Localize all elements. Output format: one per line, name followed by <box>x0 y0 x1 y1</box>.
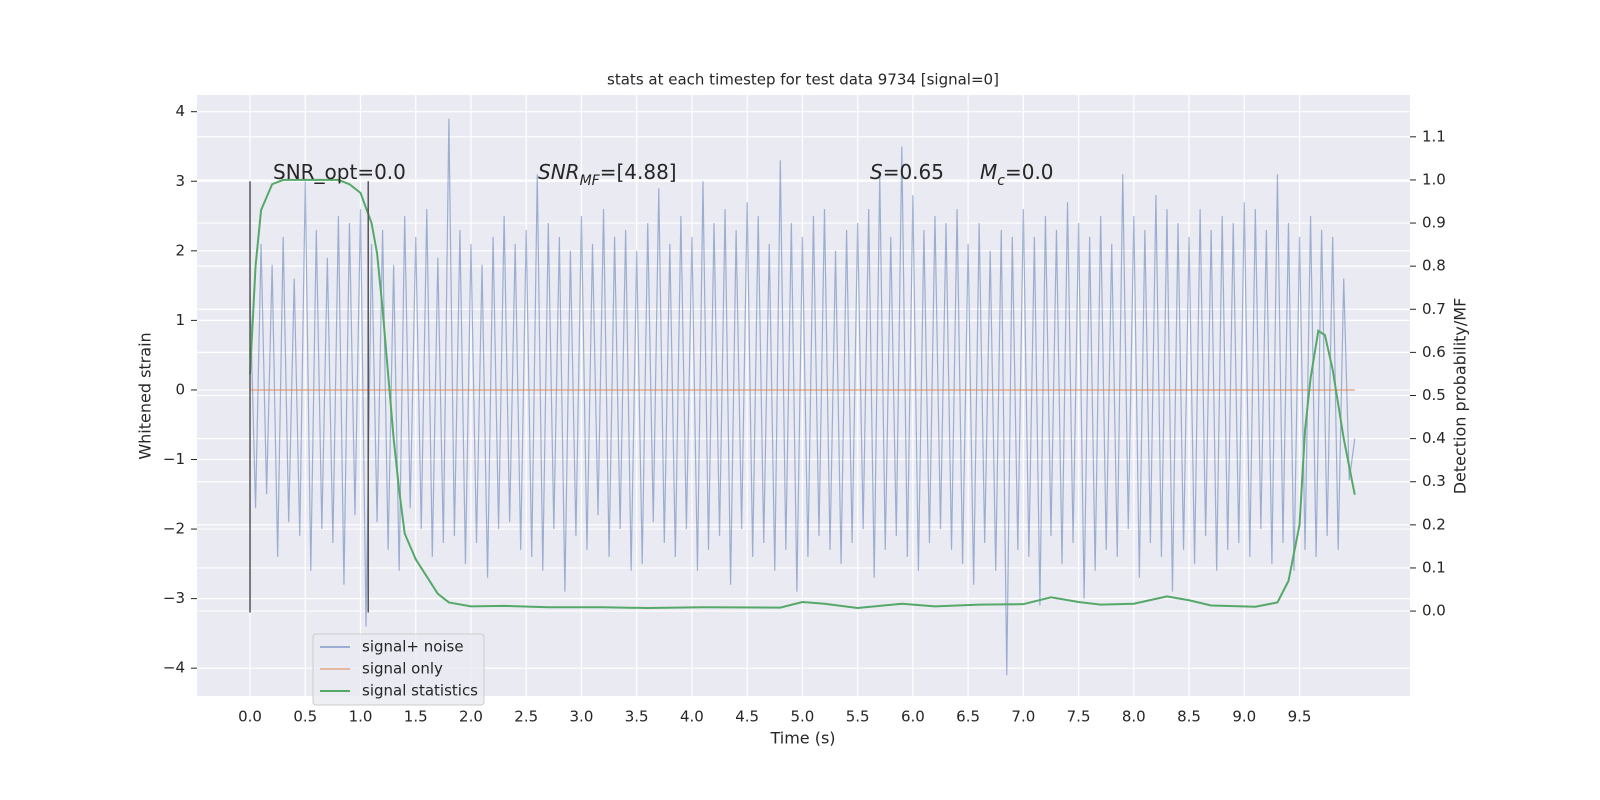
x-tick-label: 9.0 <box>1232 708 1256 726</box>
y2-tick-label: 0.8 <box>1422 257 1446 275</box>
x-tick-label: 9.5 <box>1288 708 1312 726</box>
x-tick-label: 6.5 <box>956 708 980 726</box>
y-tick-label: 4 <box>175 102 185 120</box>
x-tick-label: 4.0 <box>680 708 704 726</box>
y-tick-label: 0 <box>175 380 185 398</box>
annotation-part: c <box>997 173 1005 189</box>
x-tick-label: 8.5 <box>1177 708 1201 726</box>
annotation-part: SNR <box>538 160 580 184</box>
x-tick-label: 5.0 <box>790 708 814 726</box>
y-tick-label: −3 <box>163 589 185 607</box>
annotation-part: M <box>980 160 997 184</box>
legend: signal+ noise signal only signal statistic… <box>312 633 485 706</box>
x-tick-label: 5.5 <box>846 708 870 726</box>
x-tick-label: 0.5 <box>293 708 317 726</box>
legend-label: signal+ noise <box>362 638 464 656</box>
y2-tick-label: 0.5 <box>1422 386 1446 404</box>
x-tick-label: 8.0 <box>1122 708 1146 726</box>
annotation-part: =[4.88] <box>600 160 677 184</box>
y-tick-label: −2 <box>163 520 185 538</box>
x-tick-label: 0.0 <box>238 708 262 726</box>
x-tick-label: 2.5 <box>514 708 538 726</box>
legend-box <box>312 633 485 706</box>
annotation-part: =0.0 <box>1005 160 1054 184</box>
y2-tick-label: 1.0 <box>1422 170 1446 188</box>
y-tick-label: 1 <box>175 311 185 329</box>
x-tick-label: 6.0 <box>901 708 925 726</box>
x-axis-label: Time (s) <box>769 729 835 748</box>
y2-tick-label: 1.1 <box>1422 127 1446 145</box>
series-line <box>249 178 1356 610</box>
annotation-part: =0.65 <box>883 160 944 184</box>
y2-tick-label: 0.2 <box>1422 515 1446 533</box>
y-tick-label: −4 <box>163 659 185 677</box>
legend-label: signal only <box>362 660 443 678</box>
y2-axis-label: Detection probability/MF <box>1451 298 1470 495</box>
y2-tick-label: 0.6 <box>1422 343 1446 361</box>
y2-tick-label: 0.9 <box>1422 214 1446 232</box>
x-tick-label: 3.0 <box>570 708 594 726</box>
y2-tick-label: 0.3 <box>1422 472 1446 490</box>
annotation-part: S <box>870 160 883 184</box>
x-tick-label: 1.5 <box>404 708 428 726</box>
y2-tick-label: 0.7 <box>1422 300 1446 318</box>
x-tick-label: 1.0 <box>349 708 373 726</box>
x-tick-label: 7.5 <box>1067 708 1091 726</box>
annotation: SNRMF=[4.88] <box>538 160 677 190</box>
annotation: Mc=0.0 <box>980 160 1054 190</box>
x-tick-label: 4.5 <box>735 708 759 726</box>
y-tick-label: 2 <box>175 241 185 259</box>
y2-tick-label: 0.1 <box>1422 558 1446 576</box>
y2-tick-label: 0.0 <box>1422 602 1446 620</box>
y-axis-label: Whitened strain <box>136 332 155 459</box>
y-tick-label: 3 <box>175 172 185 190</box>
series-line <box>249 118 1356 676</box>
legend-label: signal statistics <box>362 682 478 700</box>
x-tick-label: 7.0 <box>1011 708 1035 726</box>
annotation: SNR_opt=0.0 <box>273 160 406 184</box>
annotation: S=0.65 <box>870 160 944 184</box>
x-tick-label: 2.0 <box>459 708 483 726</box>
annotation-part: SNR_opt=0.0 <box>273 160 406 184</box>
x-tick-label: 3.5 <box>625 708 649 726</box>
chart-title: stats at each timestep for test data 973… <box>607 71 999 89</box>
annotation-part: MF <box>580 173 601 189</box>
y-tick-label: −1 <box>163 450 185 468</box>
y2-tick-label: 0.4 <box>1422 429 1446 447</box>
